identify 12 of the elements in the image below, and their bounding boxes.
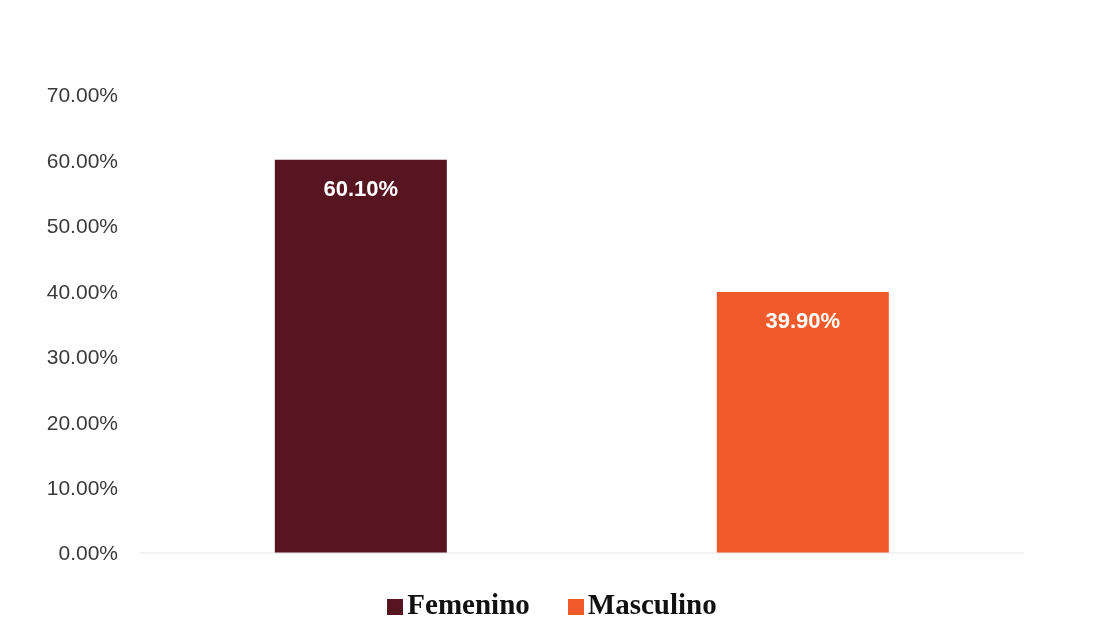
legend-label: Masculino xyxy=(587,588,717,620)
y-tick-label: 10.00% xyxy=(46,476,118,500)
data-label: 60.10% xyxy=(323,175,399,201)
y-tick-label: 50.00% xyxy=(46,214,118,238)
y-tick-label: 0.00% xyxy=(58,541,118,565)
y-tick-label: 20.00% xyxy=(46,410,118,434)
data-label: 39.90% xyxy=(765,307,841,333)
y-tick-label: 40.00% xyxy=(46,279,118,303)
y-tick-label: 30.00% xyxy=(46,345,118,369)
legend-label: Femenino xyxy=(407,588,530,620)
y-tick-label: 70.00% xyxy=(46,83,118,107)
y-tick-label: 60.00% xyxy=(46,148,118,172)
